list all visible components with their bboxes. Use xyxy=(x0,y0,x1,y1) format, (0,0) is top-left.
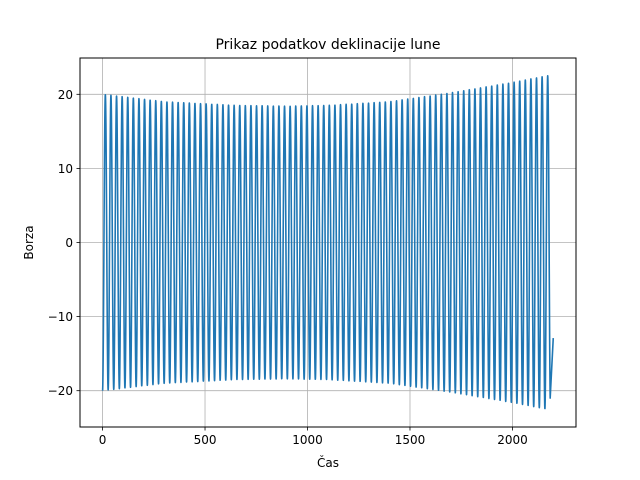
y-tick-label: 10 xyxy=(58,162,73,176)
x-tick-label: 1500 xyxy=(395,433,426,447)
y-ticks: −20 −10 0 10 20 xyxy=(48,88,80,398)
y-tick-label: 20 xyxy=(58,88,73,102)
chart-title: Prikaz podatkov deklinacije lune xyxy=(215,37,440,53)
y-axis-label: Borza xyxy=(22,225,36,259)
x-tick-label: 2000 xyxy=(497,433,528,447)
x-tick-label: 500 xyxy=(194,433,217,447)
x-tick-label: 0 xyxy=(99,433,107,447)
series-line xyxy=(101,75,555,410)
x-axis-label: Čas xyxy=(317,455,339,470)
y-tick-label: −20 xyxy=(48,384,73,398)
x-ticks: 0 500 1000 1500 2000 xyxy=(99,427,528,447)
y-tick-label: −10 xyxy=(48,310,73,324)
x-tick-label: 1000 xyxy=(292,433,323,447)
series-layer xyxy=(101,75,555,410)
y-tick-label: 0 xyxy=(65,236,73,250)
